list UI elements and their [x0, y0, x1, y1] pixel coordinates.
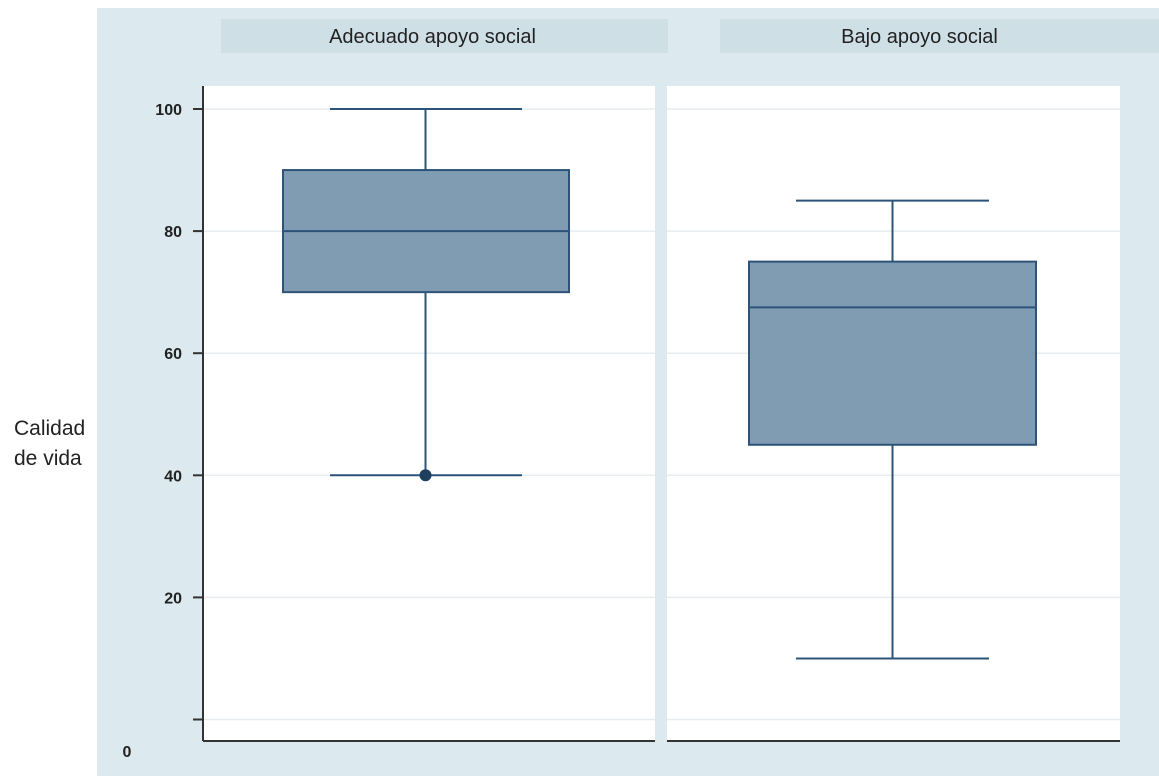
- y-tick-label: 60: [164, 346, 182, 363]
- panel-title: Adecuado apoyo social: [329, 26, 536, 48]
- y-tick-label: 100: [155, 102, 182, 119]
- panel-strip: [221, 19, 668, 53]
- panel-title: Bajo apoyo social: [841, 26, 998, 48]
- y-axis-label-line-2: de vida: [14, 447, 82, 470]
- y-tick-label: 40: [164, 468, 182, 485]
- y-tick-label: 20: [164, 590, 182, 607]
- y-zero-label: 0: [123, 744, 132, 761]
- y-tick-label: 80: [164, 224, 182, 241]
- y-axis-label: Calidad de vida: [14, 414, 104, 474]
- box-iqr: [748, 260, 1037, 446]
- panel-strip: [720, 19, 1159, 53]
- outlier-point: [419, 469, 432, 482]
- y-axis-label-line-1: Calidad: [14, 417, 86, 440]
- panel-1: Adecuado apoyo social: [203, 19, 668, 742]
- panel-2: Bajo apoyo social: [667, 19, 1159, 742]
